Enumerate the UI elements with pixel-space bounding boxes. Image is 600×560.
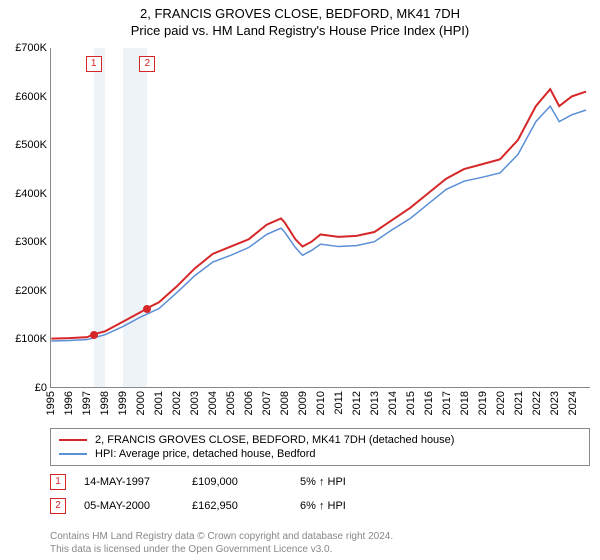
x-tick-label: 2004 bbox=[207, 391, 219, 415]
x-tick-label: 1997 bbox=[81, 391, 93, 415]
datapoint-list: 1 14-MAY-1997 £109,000 5% ↑ HPI 2 05-MAY-2000… bbox=[50, 474, 590, 514]
legend-label: HPI: Average price, detached house, Bedf… bbox=[95, 448, 316, 460]
x-tick-label: 2019 bbox=[477, 391, 489, 415]
x-tick-label: 2022 bbox=[531, 391, 543, 415]
x-tick-label: 2005 bbox=[225, 391, 237, 415]
x-tick-label: 2009 bbox=[297, 391, 309, 415]
datapoint-row: 1 14-MAY-1997 £109,000 5% ↑ HPI bbox=[50, 474, 590, 490]
datapoint-price: £162,950 bbox=[192, 500, 282, 512]
legend-and-details: 2, FRANCIS GROVES CLOSE, BEDFORD, MK41 7… bbox=[50, 428, 590, 514]
x-tick-label: 2010 bbox=[315, 391, 327, 415]
y-tick-label: £400K bbox=[15, 188, 47, 200]
footer: Contains HM Land Registry data © Crown c… bbox=[50, 530, 590, 556]
legend-label: 2, FRANCIS GROVES CLOSE, BEDFORD, MK41 7… bbox=[95, 434, 454, 446]
x-tick-label: 2000 bbox=[135, 391, 147, 415]
datapoint-delta: 6% ↑ HPI bbox=[300, 500, 390, 512]
datapoint-delta: 5% ↑ HPI bbox=[300, 476, 390, 488]
x-tick-label: 2016 bbox=[423, 391, 435, 415]
marker-number-box: 1 bbox=[86, 56, 102, 72]
x-tick-label: 2015 bbox=[405, 391, 417, 415]
x-tick-label: 2001 bbox=[153, 391, 165, 415]
datapoint-marker: 2 bbox=[50, 498, 66, 514]
x-tick-label: 2024 bbox=[567, 391, 579, 415]
x-tick-label: 2023 bbox=[549, 391, 561, 415]
datapoint-price: £109,000 bbox=[192, 476, 282, 488]
x-tick-label: 1998 bbox=[99, 391, 111, 415]
datapoint-marker: 1 bbox=[50, 474, 66, 490]
x-tick-label: 2008 bbox=[279, 391, 291, 415]
marker-number-box: 2 bbox=[139, 56, 155, 72]
y-tick-label: £600K bbox=[15, 91, 47, 103]
chart-lines bbox=[51, 48, 590, 387]
x-tick-label: 2003 bbox=[189, 391, 201, 415]
title-line-2: Price paid vs. HM Land Registry's House … bbox=[0, 23, 600, 38]
x-tick-label: 2007 bbox=[261, 391, 273, 415]
datapoint-date: 14-MAY-1997 bbox=[84, 476, 174, 488]
titles: 2, FRANCIS GROVES CLOSE, BEDFORD, MK41 7… bbox=[0, 0, 600, 38]
x-tick-label: 2002 bbox=[171, 391, 183, 415]
datapoint-row: 2 05-MAY-2000 £162,950 6% ↑ HPI bbox=[50, 498, 590, 514]
legend-box: 2, FRANCIS GROVES CLOSE, BEDFORD, MK41 7… bbox=[50, 428, 590, 466]
x-tick-label: 2014 bbox=[387, 391, 399, 415]
y-tick-label: £500K bbox=[15, 139, 47, 151]
datapoint-date: 05-MAY-2000 bbox=[84, 500, 174, 512]
x-tick-label: 1996 bbox=[63, 391, 75, 415]
y-tick-label: £300K bbox=[15, 236, 47, 248]
x-tick-label: 2018 bbox=[459, 391, 471, 415]
plot-area: £0£100K£200K£300K£400K£500K£600K£700K199… bbox=[50, 48, 590, 388]
title-line-1: 2, FRANCIS GROVES CLOSE, BEDFORD, MK41 7… bbox=[0, 6, 600, 21]
marker-dot bbox=[143, 305, 151, 313]
y-tick-label: £700K bbox=[15, 42, 47, 54]
legend-swatch bbox=[59, 439, 87, 441]
x-tick-label: 2011 bbox=[333, 391, 345, 415]
footer-line-2: This data is licensed under the Open Gov… bbox=[50, 543, 590, 556]
series-line bbox=[51, 106, 586, 341]
footer-line-1: Contains HM Land Registry data © Crown c… bbox=[50, 530, 590, 543]
y-tick-label: £200K bbox=[15, 285, 47, 297]
legend-item: 2, FRANCIS GROVES CLOSE, BEDFORD, MK41 7… bbox=[59, 433, 581, 447]
x-tick-label: 2012 bbox=[351, 391, 363, 415]
x-tick-label: 2021 bbox=[513, 391, 525, 415]
x-tick-label: 2013 bbox=[369, 391, 381, 415]
y-tick-label: £100K bbox=[15, 333, 47, 345]
legend-swatch bbox=[59, 453, 87, 455]
x-tick-label: 2017 bbox=[441, 391, 453, 415]
chart-container: 2, FRANCIS GROVES CLOSE, BEDFORD, MK41 7… bbox=[0, 0, 600, 560]
legend-item: HPI: Average price, detached house, Bedf… bbox=[59, 447, 581, 461]
x-tick-label: 1999 bbox=[117, 391, 129, 415]
x-tick-label: 2006 bbox=[243, 391, 255, 415]
x-tick-label: 2020 bbox=[495, 391, 507, 415]
marker-dot bbox=[90, 331, 98, 339]
x-tick-label: 1995 bbox=[45, 391, 57, 415]
series-line bbox=[51, 89, 586, 338]
